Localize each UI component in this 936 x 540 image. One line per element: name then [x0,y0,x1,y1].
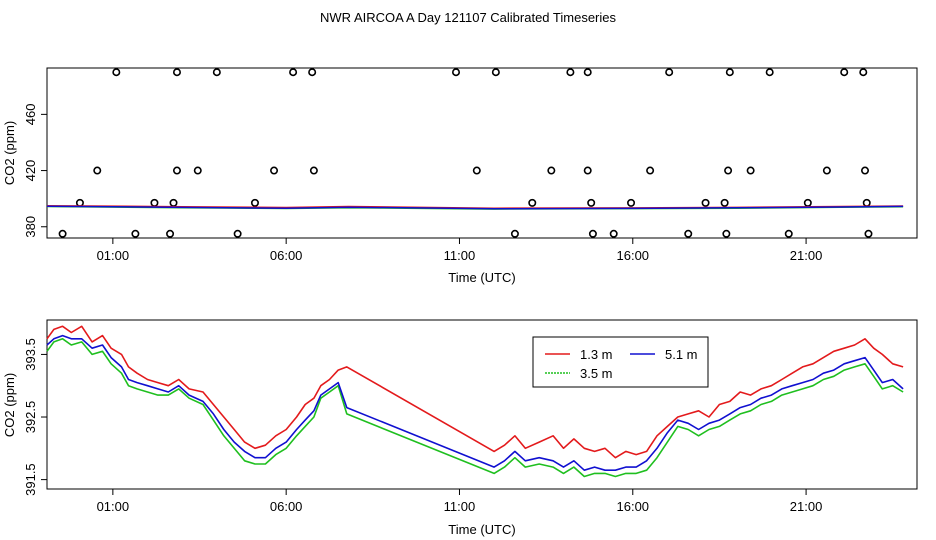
x-axis-label-top: Time (UTC) [448,270,515,285]
bottom-x-tick-label: 16:00 [617,499,650,514]
calibration-point [587,198,596,207]
series-lines [46,325,904,478]
calibration-point [233,229,242,238]
top-y-tick-label: 460 [23,104,38,126]
calibration-points [58,68,873,238]
top-x-tick-label: 21:00 [790,248,823,263]
calibration-point [803,198,812,207]
legend-label-3-5m: 3.5 m [580,366,613,381]
calibration-point [746,166,755,175]
legend-box [532,336,709,388]
calibration-point [212,68,221,77]
legend: 1.3 m 3.5 m 5.1 m [532,336,709,388]
legend-label-5-1m: 5.1 m [665,347,698,362]
calibration-point [75,198,84,207]
bottom-x-tick-label: 11:00 [444,499,476,514]
calibration-point [722,229,731,238]
calibration-point [724,166,733,175]
calibration-point [172,166,181,175]
calibration-point [510,229,519,238]
calibration-point [169,198,178,207]
calibration-point [289,68,298,77]
calibration-point [472,166,481,175]
bottom-y-tick-label: 392.5 [23,401,38,434]
calibration-point [58,229,67,238]
calibration-point [864,229,873,238]
calibration-point [609,229,618,238]
x-axis-label-bottom: Time (UTC) [448,522,515,537]
calibration-point [172,68,181,77]
calibration-point [452,68,461,77]
y-axis-top: 380 420 460 [23,104,47,238]
y-axis-label-bottom: CO2 (ppm) [2,373,17,437]
calibration-point [547,166,556,175]
calibration-point [862,198,871,207]
calibration-point [308,68,317,77]
calibration-point [725,68,734,77]
calibration-point [566,68,575,77]
calibration-point [166,229,175,238]
calibration-point [250,198,259,207]
calibration-point [784,229,793,238]
calibration-point [309,166,318,175]
calibration-point [720,198,729,207]
baseline-line-5-1-m [46,205,904,210]
calibration-point [684,229,693,238]
bottom-x-tick-label: 06:00 [270,499,303,514]
y-axis-label-top: CO2 (ppm) [2,121,17,185]
top-x-tick-label: 06:00 [270,248,303,263]
calibration-point [588,229,597,238]
top-x-tick-label: 11:00 [444,248,476,263]
calibration-point [528,198,537,207]
panel-top: 01:00 06:00 11:00 16:00 21:00 380 420 460 Time… [2,67,918,285]
plot-frame-top [46,67,918,239]
legend-label-1-3m: 1.3 m [580,347,613,362]
calibration-point [627,198,636,207]
calibration-point [270,166,279,175]
calibration-point [583,68,592,77]
bottom-y-tick-label: 393.5 [23,338,38,371]
series-line-3-5-m [46,338,904,478]
calibration-point [193,166,202,175]
bottom-x-tick-label: 21:00 [790,499,823,514]
plot-frame-bottom [46,319,918,490]
series-line-1-3-m [46,325,904,459]
calibration-point [646,166,655,175]
calibration-point [765,68,774,77]
top-x-tick-label: 01:00 [97,248,130,263]
calibration-point [150,198,159,207]
series-line-5-1-m [46,334,904,471]
top-y-tick-label: 380 [23,216,38,238]
y-axis-bottom: 391.5 392.5 393.5 [23,338,47,496]
baseline-lines [46,204,904,210]
calibration-point [491,68,500,77]
panel-bottom: 01:00 06:00 11:00 16:00 21:00 391.5 392.5 393.… [2,319,918,537]
calibration-point [583,166,592,175]
calibration-point [131,229,140,238]
calibration-point [665,68,674,77]
calibration-point [93,166,102,175]
calibration-point [701,198,710,207]
calibration-point [859,68,868,77]
bottom-x-tick-label: 01:00 [97,499,130,514]
calibration-point [861,166,870,175]
x-axis-bottom: 01:00 06:00 11:00 16:00 21:00 [97,489,823,514]
calibration-point [112,68,121,77]
calibration-point [822,166,831,175]
figure-title: NWR AIRCOA A Day 121107 Calibrated Times… [320,10,616,25]
x-axis-top: 01:00 06:00 11:00 16:00 21:00 [97,238,823,263]
calibration-point [840,68,849,77]
top-y-tick-label: 420 [23,160,38,182]
bottom-y-tick-label: 391.5 [23,463,38,496]
top-x-tick-label: 16:00 [617,248,650,263]
